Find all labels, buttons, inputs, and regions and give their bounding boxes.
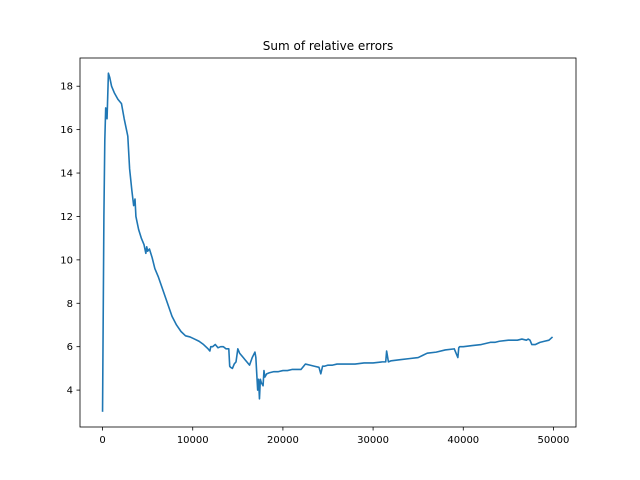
y-tick-label: 12: [60, 212, 73, 223]
y-tick-label: 8: [67, 299, 73, 310]
y-tick-label: 14: [60, 169, 73, 180]
chart-title: Sum of relative errors: [263, 39, 394, 53]
x-tick-label: 10000: [177, 435, 209, 446]
y-tick-label: 18: [60, 82, 73, 93]
axes-frame: [79, 57, 577, 428]
y-tick-label: 16: [60, 125, 73, 136]
x-tick-label: 40000: [447, 435, 479, 446]
x-tick-label: 50000: [538, 435, 570, 446]
x-tick-label: 30000: [357, 435, 389, 446]
y-tick-label: 6: [67, 342, 73, 353]
x-tick-label: 0: [99, 435, 105, 446]
plot-layer: [101, 72, 554, 412]
y-tick-label: 10: [60, 255, 73, 266]
series-line: [101, 72, 554, 412]
x-tick-label: 20000: [267, 435, 299, 446]
x-axis: 0 10000 20000 30000 40000 50000: [99, 427, 569, 446]
y-tick-label: 4: [67, 386, 73, 397]
y-axis: 4 6 8 10 12 14 16 18: [60, 82, 80, 397]
